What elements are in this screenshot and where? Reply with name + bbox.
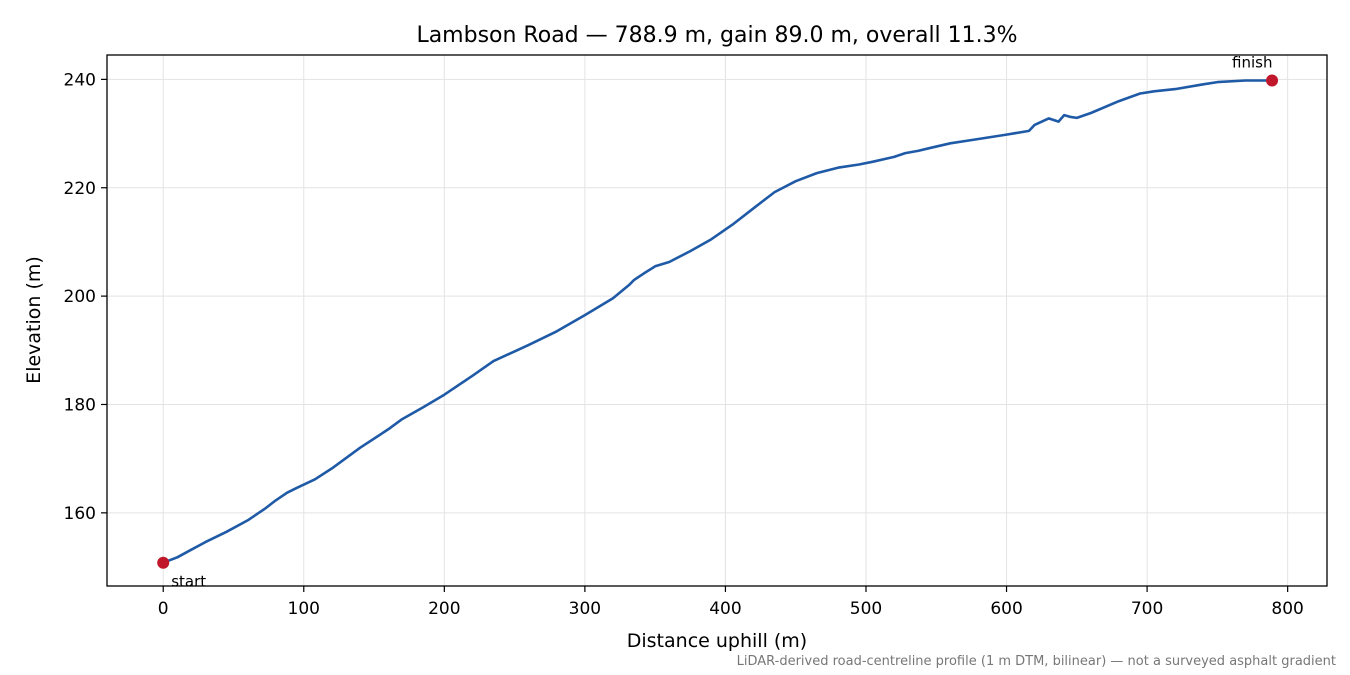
chart-title: Lambson Road — 788.9 m, gain 89.0 m, ove… xyxy=(416,23,1017,48)
x-tick-label: 400 xyxy=(709,599,741,619)
start-marker xyxy=(157,556,170,569)
x-tick-label: 200 xyxy=(428,599,460,619)
x-tick-label: 700 xyxy=(1131,599,1163,619)
y-axis-label: Elevation (m) xyxy=(23,256,45,384)
y-tick-label: 240 xyxy=(64,70,96,90)
x-tick-label: 0 xyxy=(158,599,169,619)
grid xyxy=(107,55,1327,586)
x-tick-label: 500 xyxy=(850,599,882,619)
x-tick-label: 600 xyxy=(990,599,1022,619)
finish-marker xyxy=(1266,74,1279,87)
start-label: start xyxy=(171,573,206,591)
y-tick-label: 160 xyxy=(64,504,96,524)
x-tick-label: 800 xyxy=(1271,599,1303,619)
y-tick-label: 180 xyxy=(64,395,96,415)
axis-ticks: 0 100 200 300 400 500 600 700 800 160 180 200 220 240 xyxy=(64,70,1304,619)
elevation-series-line xyxy=(161,79,1274,565)
x-axis-label: Distance uphill (m) xyxy=(627,630,807,652)
finish-label: finish xyxy=(1232,53,1272,71)
x-tick-label: 100 xyxy=(288,599,320,619)
series-layer xyxy=(161,79,1274,565)
plot-area-frame xyxy=(106,54,1328,587)
y-tick-label: 200 xyxy=(64,287,96,307)
y-tick-label: 220 xyxy=(64,179,96,199)
chart-caption: LiDAR-derived road-centreline profile (1… xyxy=(737,654,1336,669)
x-tick-label: 300 xyxy=(569,599,601,619)
